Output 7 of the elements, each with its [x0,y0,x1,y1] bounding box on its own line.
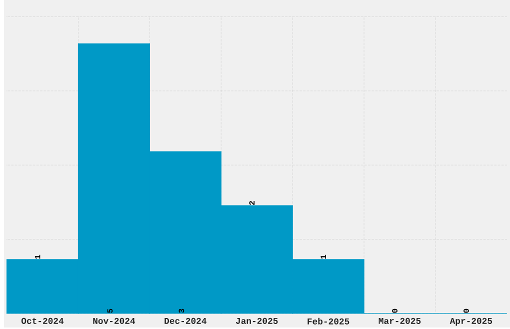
x-tick-label: Jan-2025 [236,318,278,324]
x-tick-label: Mar-2025 [378,318,421,324]
x-tick-label: Apr-2025 [450,318,492,326]
x-tick-label: Dec-2024 [164,318,206,324]
x-tick-label: Oct-2024 [21,318,64,324]
x-tick-label: Feb-2025 [308,318,350,324]
x-tick-label: Nov-2024 [93,318,136,324]
